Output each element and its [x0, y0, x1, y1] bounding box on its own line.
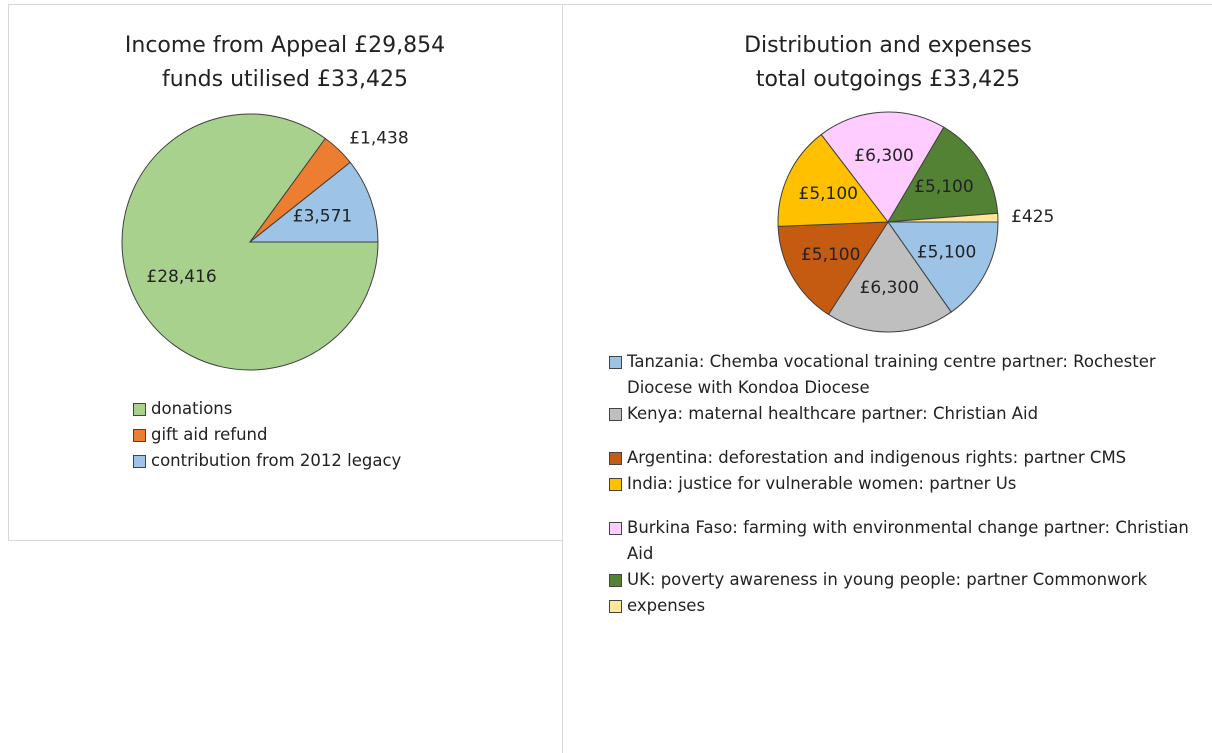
legend-item: Kenya: maternal healthcare partner: Chri…: [609, 401, 1199, 427]
legend-label: UK: poverty awareness in young people: p…: [627, 570, 1148, 589]
legend-item: Tanzania: Chemba vocational training cen…: [609, 349, 1199, 401]
legend-item: gift aid refund: [133, 422, 553, 448]
data-label: £5,100: [914, 177, 973, 197]
chart-title: Income from Appeal £29,854: [125, 33, 445, 58]
legend-swatch: [133, 455, 146, 468]
data-label: £1,438: [349, 129, 408, 149]
legend-item: expenses: [609, 593, 1199, 619]
legend: donations gift aid refund contribution fro…: [133, 396, 553, 474]
legend-label: gift aid refund: [151, 425, 268, 444]
legend-item: India: justice for vulnerable women: par…: [609, 471, 1199, 497]
pie-slice: [827, 221, 952, 333]
legend-label: Argentina: deforestation and indigenous …: [627, 448, 1127, 467]
data-label: £6,300: [860, 278, 919, 298]
legend-item: Argentina: deforestation and indigenous …: [609, 445, 1199, 471]
pie-slice: [820, 111, 945, 223]
pie-slice: [777, 133, 889, 227]
legend-swatch: [133, 429, 146, 442]
legend-label: donations: [151, 399, 233, 418]
legend-swatch: [609, 478, 622, 491]
legend-swatch: [133, 403, 146, 416]
legend-item: UK: poverty awareness in young people: p…: [609, 567, 1199, 593]
legend-label: Tanzania: Chemba vocational training cen…: [627, 352, 1156, 397]
data-label: £425: [1011, 207, 1054, 227]
legend-swatch: [609, 452, 622, 465]
data-label: £5,100: [801, 245, 860, 265]
legend-swatch: [609, 408, 622, 421]
legend-label: Kenya: maternal healthcare partner: Chri…: [627, 404, 1039, 423]
data-label: £3,571: [293, 207, 352, 227]
legend-item: contribution from 2012 legacy: [133, 448, 553, 474]
data-label: £28,416: [146, 267, 216, 287]
legend: Tanzania: Chemba vocational training cen…: [609, 349, 1199, 619]
pie-slice: [248, 161, 379, 243]
legend-label: expenses: [627, 596, 706, 615]
data-label: £6,300: [854, 146, 913, 166]
legend-item: donations: [133, 396, 553, 422]
pie-slice: [887, 126, 999, 223]
data-label: £5,100: [917, 242, 976, 262]
legend-swatch: [609, 574, 622, 587]
legend-swatch: [609, 522, 622, 535]
legend-swatch: [609, 356, 622, 369]
legend-label: Burkina Faso: farming with environmental…: [627, 518, 1189, 563]
chart-title: total outgoings £33,425: [756, 67, 1020, 92]
legend-label: India: justice for vulnerable women: par…: [627, 474, 1017, 493]
legend-swatch: [609, 600, 622, 613]
chart-title: Distribution and expenses: [744, 33, 1032, 58]
chart-title: funds utilised £33,425: [162, 67, 408, 92]
data-label: £5,100: [799, 184, 858, 204]
pie-slice: [887, 212, 999, 223]
legend-label: contribution from 2012 legacy: [151, 451, 402, 470]
pie-slice: [887, 221, 999, 313]
pie-slice: [777, 221, 889, 316]
legend-item: Burkina Faso: farming with environmental…: [609, 515, 1199, 567]
